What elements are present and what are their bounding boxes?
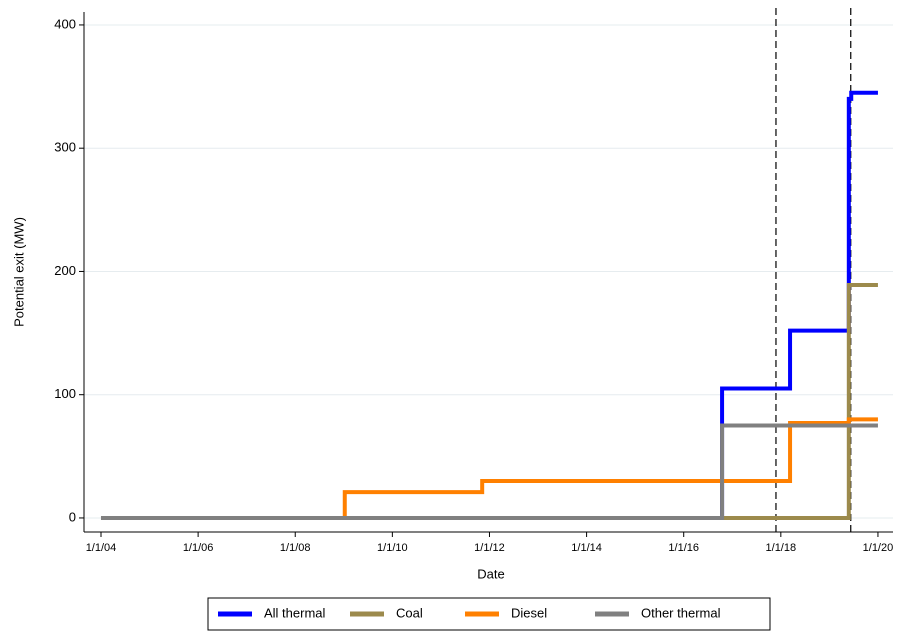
x-tick-label: 1/1/18 — [766, 542, 797, 554]
x-tick-label: 1/1/20 — [863, 542, 894, 554]
step-line — [100, 423, 878, 520]
x-tick-label: 1/1/08 — [280, 542, 311, 554]
y-axis-title: Potential exit (MW) — [11, 217, 26, 327]
legend-label: Diesel — [511, 605, 547, 620]
x-tick-label: 1/1/16 — [668, 542, 699, 554]
y-tick-label: 400 — [54, 16, 76, 31]
y-tick-label: 200 — [54, 263, 76, 278]
x-tick-label: 1/1/04 — [86, 542, 117, 554]
x-tick-label: 1/1/06 — [183, 542, 214, 554]
y-tick-label: 100 — [54, 386, 76, 401]
x-tick-label: 1/1/12 — [474, 542, 505, 554]
step-line — [100, 90, 878, 520]
legend-label: All thermal — [264, 605, 326, 620]
y-tick-label: 300 — [54, 140, 76, 155]
legend-label: Coal — [396, 605, 423, 620]
x-axis-title: Date — [477, 566, 504, 581]
x-tick-label: 1/1/14 — [571, 542, 602, 554]
legend-label: Other thermal — [641, 605, 721, 620]
step-line — [100, 283, 878, 520]
legend-box — [207, 597, 771, 631]
y-tick-label: 0 — [69, 509, 76, 524]
x-tick-label: 1/1/10 — [377, 542, 408, 554]
step-line — [100, 417, 878, 520]
